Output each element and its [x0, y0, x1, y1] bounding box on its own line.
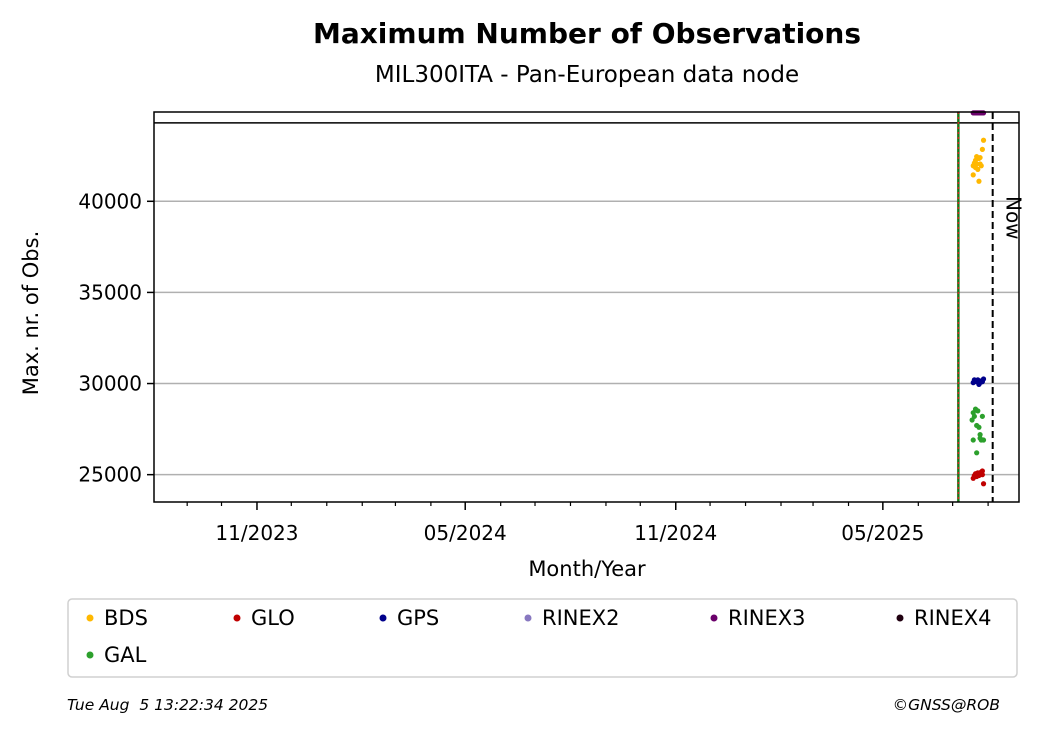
- gal-point: [974, 450, 980, 456]
- legend-label-rinex4: RINEX4: [914, 606, 992, 630]
- y-tick-label: 30000: [78, 372, 142, 396]
- legend-marker-glo: [233, 614, 241, 622]
- bds-point: [975, 166, 981, 173]
- gal-point: [979, 413, 985, 419]
- gal-point: [971, 413, 977, 419]
- glo-point: [979, 468, 985, 474]
- legend-label-glo: GLO: [251, 606, 295, 630]
- x-tick-label: 05/2024: [424, 521, 507, 545]
- legend-label-gal: GAL: [104, 643, 147, 667]
- chart-title: Maximum Number of Observations: [313, 17, 861, 50]
- x-tick-label: 11/2023: [215, 521, 298, 545]
- gal-point: [977, 431, 983, 438]
- legend-label-rinex2: RINEX2: [542, 606, 620, 630]
- legend-label-gps: GPS: [397, 606, 439, 630]
- bds-point: [980, 137, 987, 143]
- legend-marker-rinex4: [896, 614, 904, 622]
- legend-marker-gal: [86, 651, 94, 659]
- legend-box: [67, 598, 1018, 678]
- bds-point: [979, 146, 985, 152]
- now-label: Now: [1002, 196, 1026, 240]
- legend-marker-gps: [379, 614, 387, 622]
- y-axis-label: Max. nr. of Obs.: [19, 231, 43, 396]
- legend-marker-bds: [86, 614, 94, 622]
- bds-point: [977, 154, 983, 161]
- gal-point: [980, 437, 987, 443]
- data-points: [969, 110, 987, 487]
- vertical-markers: Now: [957, 112, 1026, 502]
- bds-point: [970, 172, 976, 178]
- gps-point: [980, 376, 987, 382]
- axes: 25000 30000 35000 40000 11/2023 05/2024 11/202…: [78, 111, 1020, 545]
- plot-frame: [153, 111, 1020, 503]
- glo-point: [979, 472, 985, 478]
- footer-credit: ©GNSS@ROB: [893, 696, 1000, 714]
- x-axis-label: Month/Year: [528, 557, 646, 581]
- legend-label-rinex3: RINEX3: [728, 606, 806, 630]
- gal-point: [975, 408, 981, 414]
- gal-point: [976, 424, 982, 430]
- y-tick-label: 25000: [78, 463, 142, 487]
- y-tick-label: 40000: [78, 189, 142, 213]
- rinex3-point: [980, 110, 987, 116]
- x-tick-label: 05/2025: [841, 521, 924, 545]
- glo-point: [980, 481, 987, 487]
- grid-lines: [154, 122, 1019, 476]
- bds-point: [976, 178, 982, 184]
- bds-point: [978, 163, 984, 169]
- legend: BDS GLO GPS RINEX2 RINEX3 RINEX4 GAL: [67, 598, 1018, 678]
- legend-marker-rinex2: [524, 614, 532, 622]
- x-tick-label: 11/2024: [634, 521, 717, 545]
- legend-label-bds: BDS: [104, 606, 148, 630]
- y-tick-label: 35000: [78, 280, 142, 304]
- chart-subtitle: MIL300ITA - Pan-European data node: [375, 62, 799, 88]
- footer-timestamp: Tue Aug 5 13:22:34 2025: [67, 696, 268, 714]
- legend-marker-rinex3: [710, 614, 718, 622]
- gal-point: [970, 437, 976, 443]
